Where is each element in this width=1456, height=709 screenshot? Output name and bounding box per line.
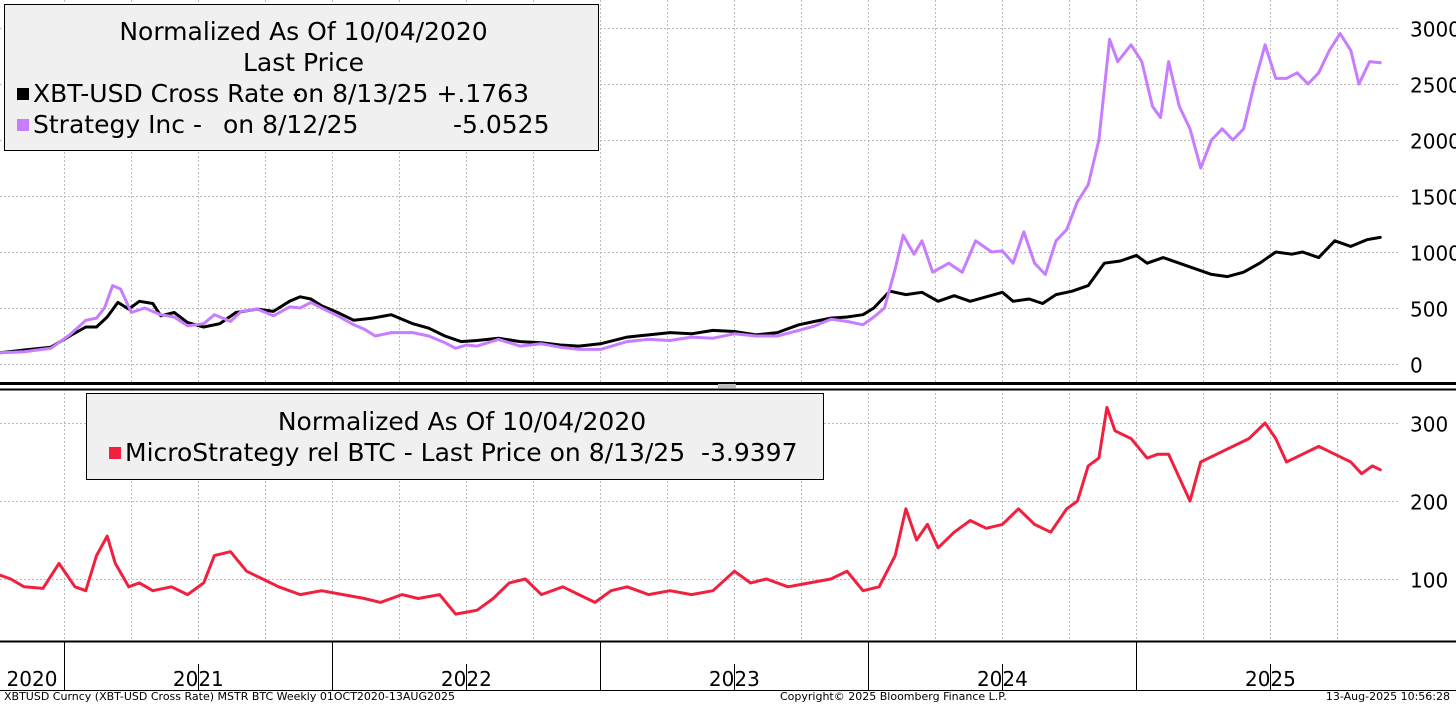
x-tick-label: 2020 <box>7 667 58 691</box>
y-tick-label: 2500 <box>1410 74 1456 98</box>
legend-entry-name: XBT-USD Cross Rate - <box>33 79 302 108</box>
y-tick-label: 0 <box>1410 354 1423 378</box>
series-line-xbt-usd-cross-rate <box>0 235 1382 355</box>
series-line-microstrategy-rel-btc <box>0 405 1382 616</box>
legend-entry-date: on 8/13/25 <box>293 79 429 108</box>
y-tick-label: 200 <box>1410 491 1448 515</box>
legend-entry-text: MicroStrategy rel BTC - Last Price on 8/… <box>125 438 798 467</box>
x-tick-label: 2022 <box>441 667 492 691</box>
y-tick-label: 300 <box>1410 413 1448 437</box>
y-tick-label: 1500 <box>1410 186 1456 210</box>
legend-entry-xbt-usd: XBT-USD Cross Rate - on 8/13/25 +.1763 <box>17 78 590 109</box>
legend-swatch-black <box>17 87 29 100</box>
bottom-panel-series <box>0 405 1382 616</box>
top-panel-series <box>0 32 1382 355</box>
legend-entry-name: Strategy Inc - <box>33 110 202 139</box>
footer-center: Copyright© 2025 Bloomberg Finance L.P. <box>780 690 1007 703</box>
legend-title: Normalized As Of 10/04/2020 <box>277 407 647 436</box>
legend-title: Normalized As Of 10/04/2020 <box>119 17 488 46</box>
y-tick-label: 1000 <box>1410 242 1456 266</box>
x-tick-label: 2023 <box>709 667 760 691</box>
footer-left: XBTUSD Curncy (XBT-USD Cross Rate) MSTR … <box>4 690 455 703</box>
x-tick-label: 2024 <box>977 667 1028 691</box>
legend-entry-mstr-rel-btc: MicroStrategy rel BTC - Last Price on 8/… <box>109 437 815 468</box>
y-tick-label: 3000 <box>1410 18 1456 42</box>
series-line-strategy-inc <box>0 32 1382 355</box>
x-tick-label: 2025 <box>1245 667 1296 691</box>
top-panel-y-axis: 0 500 1000 1500 2000 2500 3000 <box>1410 18 1456 378</box>
legend-entry-strategy: Strategy Inc - on 8/12/25 -5.0525 <box>17 109 590 140</box>
y-tick-label: 500 <box>1410 298 1448 322</box>
legend-swatch-red <box>109 446 121 459</box>
legend-swatch-purple <box>17 118 29 131</box>
bottom-panel-legend: Normalized As Of 10/04/2020 MicroStrateg… <box>86 393 824 480</box>
x-axis: 2020 2021 2022 2023 2024 2025 <box>0 640 1456 691</box>
y-tick-label: 2000 <box>1410 130 1456 154</box>
x-tick-label: 2021 <box>173 667 224 691</box>
panel-separator[interactable] <box>0 382 1456 391</box>
bottom-panel-y-axis: 100 200 300 <box>1410 413 1448 593</box>
legend-entry-date: on 8/12/25 <box>223 110 359 139</box>
legend-entry-change: +.1763 <box>436 79 529 108</box>
top-panel-legend: Normalized As Of 10/04/2020 Last Price X… <box>4 4 599 151</box>
y-tick-label: 100 <box>1410 569 1448 593</box>
separator-handle <box>718 384 736 388</box>
footer-right: 13-Aug-2025 10:56:28 <box>1325 690 1450 703</box>
legend-subtitle: Last Price <box>242 48 364 77</box>
legend-entry-change: -5.0525 <box>453 110 550 139</box>
